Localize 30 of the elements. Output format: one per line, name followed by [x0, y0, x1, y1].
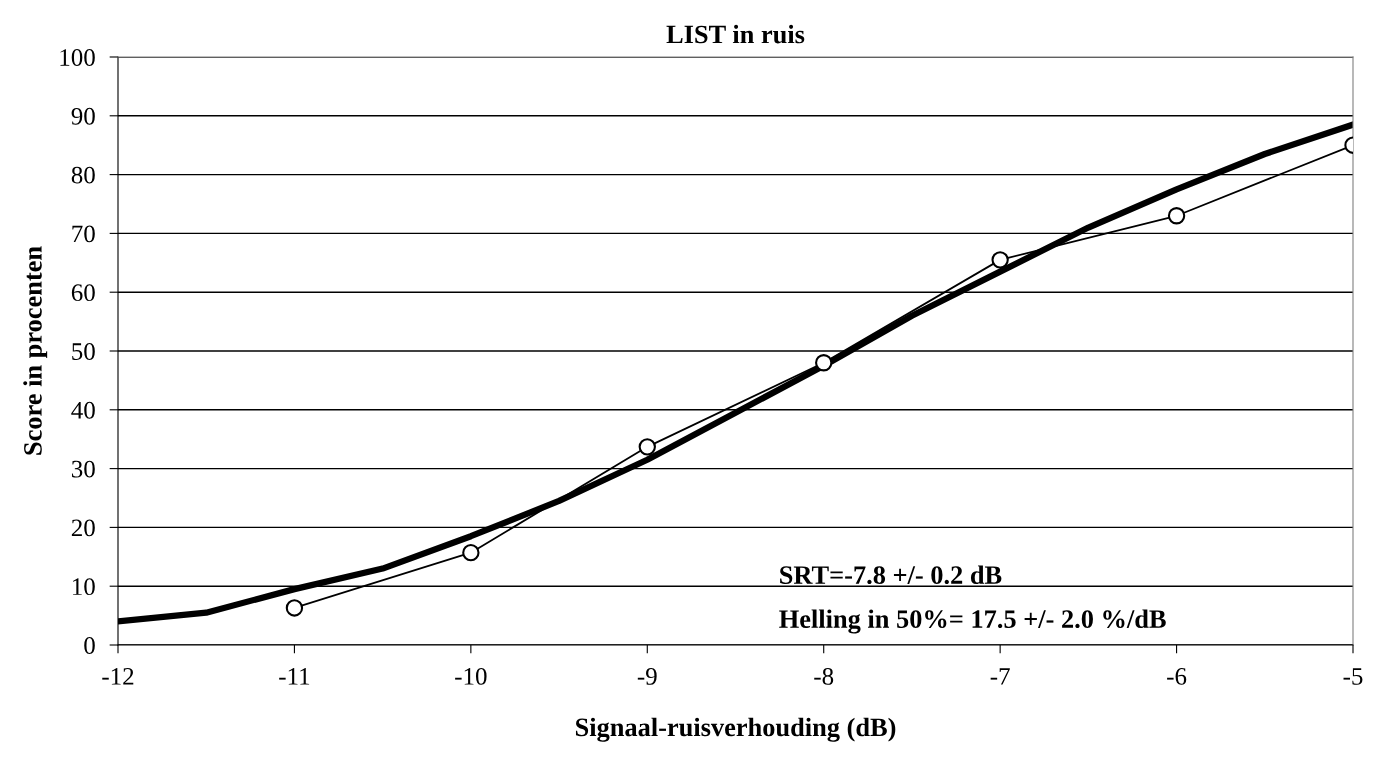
annotation: SRT=-7.8 +/- 0.2 dB: [780, 565, 1002, 585]
point: [815, 354, 833, 372]
x-tick-label: -11: [279, 668, 310, 685]
x-tick-label: -12: [102, 668, 134, 685]
y-tick-label: 90: [71, 107, 95, 125]
y-tick-label: 70: [72, 225, 95, 243]
point: [638, 438, 656, 456]
point: [462, 544, 480, 562]
annotation: Helling in 50%= 17.5 +/- 2.0 %/dB: [779, 609, 1166, 634]
point: [285, 599, 304, 617]
x-tick-label: -5: [1343, 668, 1363, 685]
y-tick-label: 20: [71, 519, 95, 537]
x-axis-title: Signaal-ruisverhouding (dB): [575, 717, 896, 742]
x-tick-label: -8: [814, 667, 834, 685]
point: [1167, 207, 1186, 225]
y-tick-label: 0: [84, 637, 95, 654]
y-tick-label: 50: [72, 343, 95, 360]
x-tick-label: -6: [1167, 668, 1187, 685]
x-tick-label: -9: [637, 668, 657, 685]
y-tick-label: 40: [71, 401, 95, 419]
y-tick-label: 100: [60, 49, 95, 66]
chart-title: LIST in ruis: [666, 24, 805, 44]
x-tick-label: -7: [990, 668, 1010, 685]
y-tick-label: 30: [71, 460, 95, 478]
y-tick-label: 10: [72, 578, 95, 596]
point: [991, 251, 1009, 269]
y-axis-title: Score in procenten: [23, 246, 48, 455]
y-tick-label: 80: [71, 166, 95, 184]
y-tick-label: 60: [71, 284, 95, 302]
x-tick-label: -10: [455, 667, 487, 685]
